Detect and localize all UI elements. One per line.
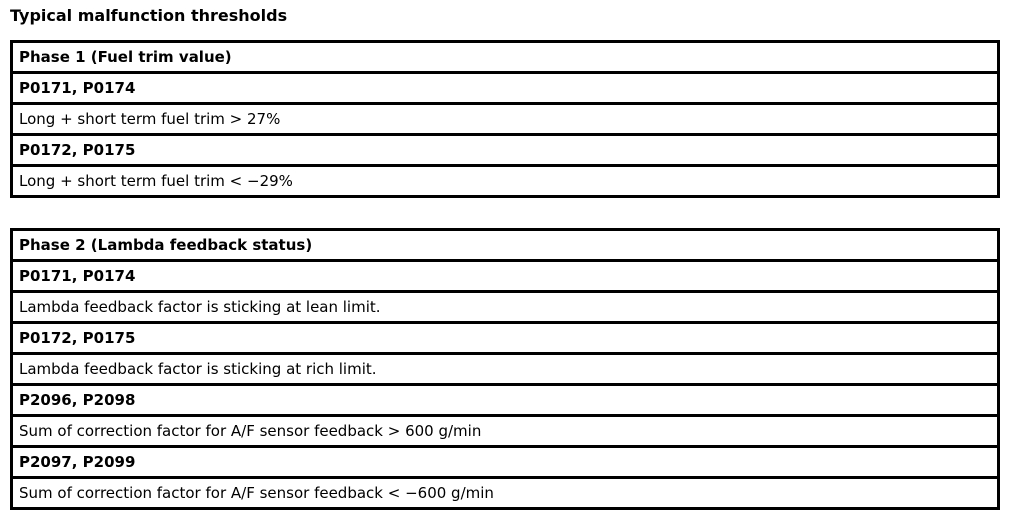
code-row: P2097, P2099 [13, 445, 997, 476]
condition-row: Lambda feedback factor is sticking at le… [13, 290, 997, 321]
condition-row: Sum of correction factor for A/F sensor … [13, 476, 997, 507]
code-row: P2096, P2098 [13, 383, 997, 414]
code-row: P0171, P0174 [13, 259, 997, 290]
phase2-heading: Phase 2 (Lambda feedback status) [19, 236, 313, 254]
phase2-table: Phase 2 (Lambda feedback status) P0171, … [10, 228, 1000, 510]
code-row: P0171, P0174 [13, 71, 997, 102]
condition-row: Long + short term fuel trim > 27% [13, 102, 997, 133]
condition-row: Lambda feedback factor is sticking at ri… [13, 352, 997, 383]
condition-row: Long + short term fuel trim < −29% [13, 164, 997, 195]
page-title: Typical malfunction thresholds [10, 6, 288, 25]
condition-row: Sum of correction factor for A/F sensor … [13, 414, 997, 445]
code-row: P0172, P0175 [13, 321, 997, 352]
code-row: P0172, P0175 [13, 133, 997, 164]
phase1-heading: Phase 1 (Fuel trim value) [19, 48, 232, 66]
phase1-table: Phase 1 (Fuel trim value) P0171, P0174 L… [10, 40, 1000, 198]
